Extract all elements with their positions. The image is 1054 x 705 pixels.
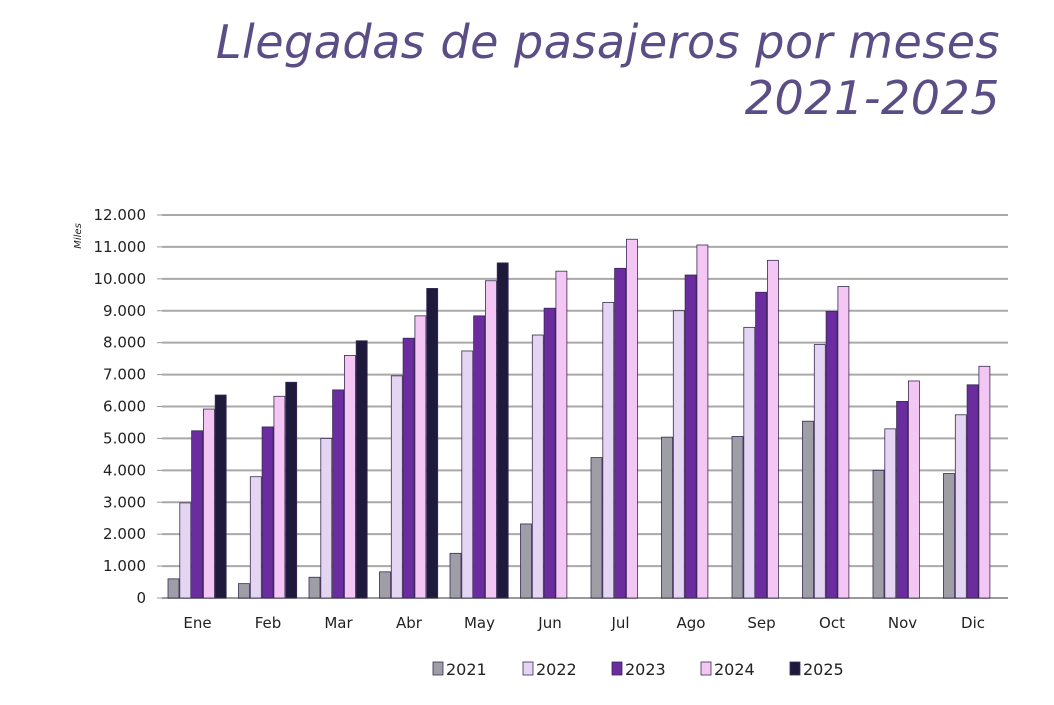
bar-2024-Dic	[978, 365, 991, 599]
bar-2023-Jul	[614, 267, 626, 599]
bar-2022-Jul	[602, 302, 615, 599]
x-tick-label: Jun	[537, 614, 561, 632]
bar-2025-Mar	[355, 340, 368, 599]
x-tick-label: May	[464, 614, 495, 632]
y-tick-label: 10.000	[94, 270, 147, 288]
y-tick-label: 7.000	[103, 366, 146, 384]
legend-label-2025: 2025	[803, 660, 844, 679]
bar-2021-May	[449, 552, 462, 599]
bar-2024-Nov	[908, 380, 920, 599]
bar-2021-Oct	[802, 420, 814, 599]
x-tick-label: Nov	[888, 614, 917, 632]
legend-swatch-2022	[522, 661, 534, 676]
bar-2025-May	[496, 262, 509, 599]
bar-2025-Ene	[214, 394, 227, 599]
y-axis-label: Miles	[73, 223, 84, 249]
x-tick-label: Ago	[677, 614, 706, 632]
bar-2025-Feb	[285, 381, 298, 599]
bar-2024-Ene	[202, 408, 215, 599]
bar-2021-Sep	[731, 436, 744, 599]
bar-2023-Sep	[755, 291, 767, 599]
bar-2021-Jul	[590, 457, 603, 599]
y-axis-ticks: 0 1.000 2.000 3.000 4.000 5.000 6.000 7.000 8.00…	[94, 206, 147, 607]
x-tick-label: Abr	[396, 614, 423, 632]
y-tick-label: 0	[136, 589, 146, 607]
legend-label-2023: 2023	[625, 660, 666, 679]
y-tick-label: 1.000	[103, 557, 146, 575]
bar-2023-Feb	[261, 426, 274, 599]
y-tick-label: 5.000	[103, 429, 146, 447]
bar-2022-Nov	[884, 428, 897, 599]
legend-swatch-2024	[700, 661, 712, 676]
bar-2022-Ene	[179, 502, 192, 599]
bar-2023-Mar	[332, 389, 345, 599]
chart-title-line-2: 2021-2025	[744, 71, 1000, 125]
y-tick-label: 8.000	[103, 334, 146, 352]
bar-2024-Jun	[555, 270, 568, 599]
bar-2023-Abr	[402, 337, 415, 599]
bar-2021-Mar	[308, 576, 321, 599]
bar-2021-Ago	[661, 436, 673, 599]
bar-2021-Feb	[238, 583, 250, 599]
bar-2024-Mar	[343, 355, 356, 599]
bar-2023-Jun	[543, 307, 556, 599]
x-tick-label: Mar	[324, 614, 353, 632]
bar-2023-Dic	[966, 384, 979, 599]
bar-2022-Ago	[672, 310, 685, 599]
legend: 2021 2022 2023 2024 2025	[432, 660, 844, 679]
chart-title: Llegadas de pasajeros por meses 2021-202…	[216, 14, 1000, 126]
bar-2024-Abr	[414, 315, 427, 599]
chart-title-line-1: Llegadas de pasajeros por meses	[215, 15, 1000, 69]
y-tick-label: 11.000	[94, 238, 147, 256]
bar-2024-Oct	[837, 286, 850, 599]
x-tick-label: Dic	[961, 614, 985, 632]
y-tick-label: 12.000	[94, 206, 147, 224]
x-tick-label: Sep	[747, 614, 775, 632]
bar-2021-Nov	[872, 469, 885, 599]
bar-2022-Dic	[954, 414, 967, 599]
bar-2022-Abr	[390, 375, 403, 599]
bar-2021-Abr	[379, 571, 391, 599]
legend-label-2024: 2024	[714, 660, 755, 679]
grid-lines	[157, 214, 1008, 599]
y-tick-label: 3.000	[103, 493, 146, 511]
y-tick-label: 6.000	[103, 398, 146, 416]
bar-2021-Dic	[943, 473, 955, 599]
y-tick-label: 9.000	[103, 302, 146, 320]
bar-2024-May	[484, 280, 497, 599]
bar-2023-Oct	[825, 310, 838, 599]
y-tick-label: 2.000	[103, 525, 146, 543]
bar-2022-Sep	[743, 326, 756, 599]
bar-2024-Feb	[273, 395, 286, 599]
x-axis-ticks: Ene Feb Mar Abr May Jun Jul Ago Sep Oct Nov Dic	[183, 614, 985, 632]
bar-2022-Jun	[531, 334, 544, 599]
bar-2024-Ago	[696, 244, 709, 599]
bar-2023-Ago	[684, 274, 697, 599]
bar-2023-May	[473, 315, 486, 599]
bar-2025-Abr	[426, 288, 439, 599]
bar-2021-Jun	[520, 523, 532, 599]
bar-2022-Mar	[320, 438, 333, 599]
x-tick-label: Feb	[255, 614, 282, 632]
x-tick-label: Jul	[610, 614, 629, 632]
bar-2022-Oct	[813, 344, 826, 599]
legend-swatch-2021	[432, 661, 444, 676]
bar-2024-Sep	[767, 259, 779, 599]
legend-label-2022: 2022	[536, 660, 577, 679]
bar-2023-Ene	[191, 430, 204, 599]
bar-2023-Nov	[896, 400, 908, 599]
x-tick-label: Ene	[183, 614, 211, 632]
bar-2021-Ene	[167, 578, 180, 599]
bar-2024-Jul	[626, 238, 638, 599]
bar-2022-Feb	[249, 476, 262, 599]
bars	[167, 238, 991, 599]
legend-label-2021: 2021	[446, 660, 487, 679]
legend-swatch-2025	[789, 661, 801, 676]
x-tick-label: Oct	[819, 614, 845, 632]
bar-2022-May	[461, 350, 474, 599]
y-tick-label: 4.000	[103, 461, 146, 479]
legend-swatch-2023	[611, 661, 623, 676]
